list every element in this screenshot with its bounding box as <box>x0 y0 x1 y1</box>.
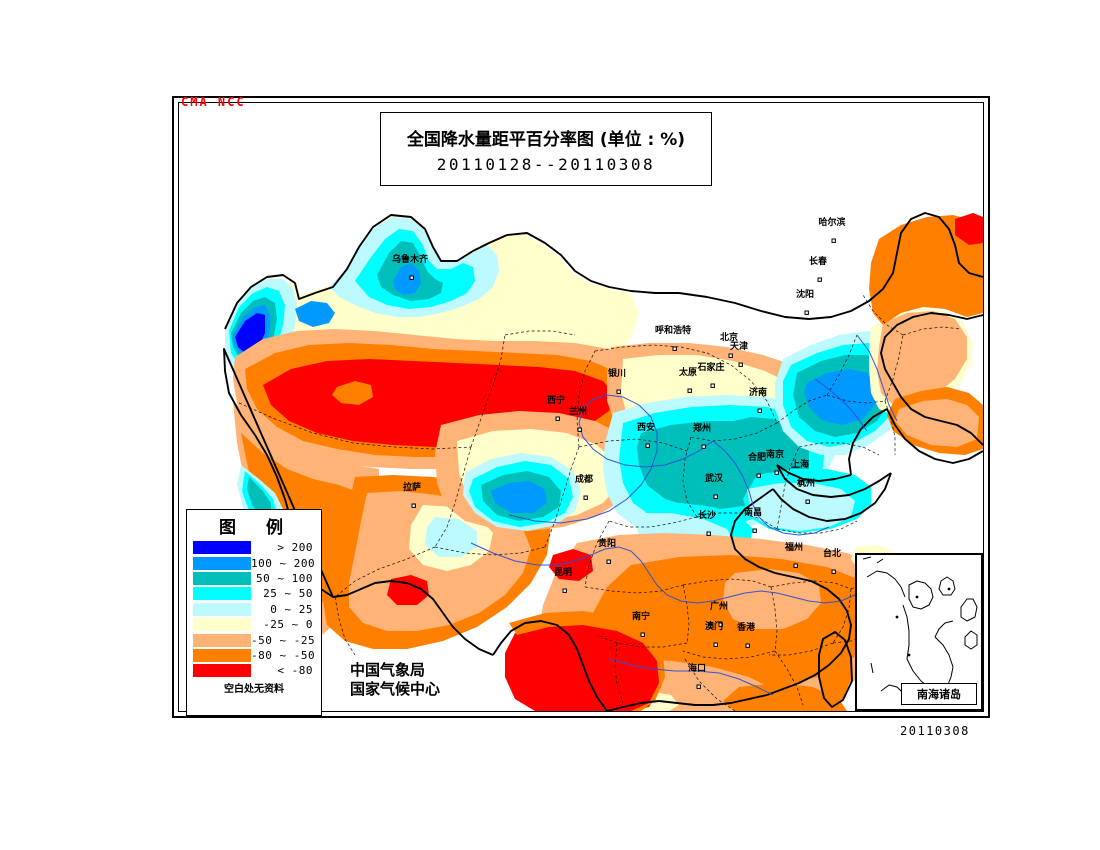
city-label: 杭州 <box>796 479 816 489</box>
datestamp: 20110308 <box>900 724 970 738</box>
city-label: 北京 <box>719 333 739 343</box>
city-label: 昆明 <box>553 568 573 578</box>
legend-entry-list: > 200 100 ~ 200 50 ~ 100 25 ~ 50 0 ~ 25 -25 ~… <box>187 540 321 679</box>
legend-label: -25 ~ 0 <box>263 618 313 632</box>
city-label: 合肥 <box>747 453 767 463</box>
legend-swatch <box>193 648 251 662</box>
agency-credit: 中国气象局 国家气候中心 <box>350 661 440 699</box>
map-period: 20110128--20110308 <box>436 154 656 174</box>
cma-ncc-watermark: CMA NCC <box>181 95 246 109</box>
legend-swatch <box>193 556 251 570</box>
legend-row: > 200 <box>193 540 315 555</box>
legend-row: -80 ~ -50 <box>193 648 315 663</box>
legend-swatch <box>193 587 251 601</box>
city-label: 太原 <box>678 368 698 378</box>
city-label: 呼和浩特 <box>654 326 692 336</box>
city-label: 银川 <box>607 369 627 379</box>
city-label: 上海 <box>790 460 810 470</box>
legend-swatch <box>193 633 251 647</box>
city-label: 成都 <box>574 475 594 485</box>
city-label: 福州 <box>784 543 804 553</box>
legend-label: 100 ~ 200 <box>251 556 316 570</box>
rivers <box>470 334 898 696</box>
city-label: 兰州 <box>568 407 588 417</box>
national-boundary <box>223 212 983 711</box>
legend-label: 50 ~ 100 <box>256 571 313 585</box>
city-label: 长春 <box>808 257 828 267</box>
city-label: 西宁 <box>546 396 566 406</box>
city-label: 哈尔滨 <box>818 218 846 228</box>
city-label: 武汉 <box>704 474 724 484</box>
legend-label: -50 ~ -25 <box>251 633 316 647</box>
legend-row: -25 ~ 0 <box>193 617 315 632</box>
legend-label: < -80 <box>277 664 313 678</box>
china-choropleth-svg <box>223 212 983 711</box>
city-label: 南宁 <box>631 612 651 622</box>
city-label: 石家庄 <box>697 363 725 373</box>
legend-row: -50 ~ -25 <box>193 632 315 647</box>
city-label: 拉萨 <box>402 483 422 493</box>
legend-label: -80 ~ -50 <box>251 648 316 662</box>
legend-row: 25 ~ 50 <box>193 586 315 601</box>
legend-row: 50 ~ 100 <box>193 571 315 586</box>
province-boundaries <box>238 294 962 711</box>
city-label: 南昌 <box>743 508 763 518</box>
city-label: 西安 <box>636 423 656 433</box>
legend-label: 25 ~ 50 <box>263 587 313 601</box>
legend-swatch <box>193 602 251 616</box>
city-markers <box>409 238 836 689</box>
city-label: 济南 <box>748 388 768 398</box>
legend-heading: 图 例 <box>219 518 295 538</box>
legend-box: 图 例 > 200 100 ~ 200 50 ~ 100 25 ~ 50 0 ~ 25 -… <box>186 509 322 716</box>
city-label: 郑州 <box>692 424 712 434</box>
city-label: 乌鲁木齐 <box>391 255 429 265</box>
city-label: 海口 <box>687 664 707 674</box>
legend-swatch <box>193 541 251 555</box>
legend-label: > 200 <box>277 541 313 555</box>
contour-field <box>225 213 983 711</box>
inset-title: 南海诸岛 <box>901 683 977 705</box>
city-label: 澳门 <box>704 622 724 632</box>
city-label: 香港 <box>736 623 756 633</box>
legend-row: 0 ~ 25 <box>193 602 315 617</box>
legend-row: < -80 <box>193 663 315 678</box>
agency-line-1: 中国气象局 <box>350 661 426 679</box>
figure-frame-inner <box>178 102 984 712</box>
map-title: 全国降水量距平百分率图 (单位 : %) <box>406 129 686 150</box>
city-label: 南京 <box>765 450 785 460</box>
legend-label: 0 ~ 25 <box>270 602 313 616</box>
legend-footnote: 空白处无资料 <box>224 683 284 695</box>
city-label: 沈阳 <box>795 290 815 300</box>
city-label: 台北 <box>822 549 842 559</box>
title-box: 全国降水量距平百分率图 (单位 : %) 20110128--20110308 <box>380 112 712 186</box>
city-label: 贵阳 <box>597 539 617 549</box>
city-label: 长沙 <box>697 511 717 521</box>
legend-swatch <box>193 618 251 632</box>
map-plot-area <box>179 103 983 711</box>
legend-row: 100 ~ 200 <box>193 555 315 570</box>
city-label: 广州 <box>709 602 729 612</box>
legend-swatch <box>193 571 251 585</box>
agency-line-2: 国家气候中心 <box>350 679 441 698</box>
city-label: 天津 <box>729 342 749 352</box>
south-china-sea-inset: 南海诸岛 <box>855 553 983 711</box>
legend-swatch <box>193 664 251 678</box>
